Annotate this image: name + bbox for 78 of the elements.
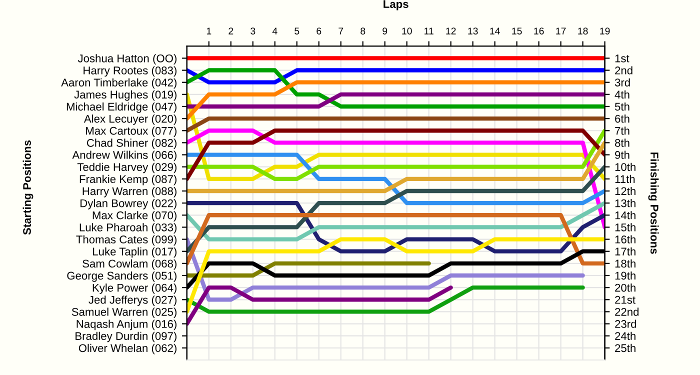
y2-tick-label: 24th — [615, 332, 636, 340]
category-label: James Hughes (019) — [74, 90, 176, 101]
y2-tick-label: 19th — [615, 271, 636, 280]
x-tick-label: 14 — [490, 28, 500, 34]
category-label: Luke Pharoah (033) — [80, 223, 176, 234]
category-label: Oliver Whelan (062) — [78, 344, 176, 354]
y2-tick-label: 11th — [615, 174, 635, 184]
x-tick-label: 10 — [402, 28, 412, 34]
line-series — [186, 68, 605, 109]
category-label: Chad Shiner (082) — [86, 138, 176, 150]
x-tick-label: 16 — [534, 28, 544, 34]
y2-tick-label: 1st — [615, 54, 630, 62]
category-label: Jed Jefferys (027) — [88, 296, 176, 306]
x-tick-label: 6 — [316, 28, 322, 34]
line-series — [186, 200, 605, 254]
line-series — [186, 164, 605, 254]
category-label: Thomas Cates (099) — [76, 235, 176, 246]
x-tick-label: 18 — [578, 28, 588, 34]
y2-tick-label: 3rd — [614, 78, 630, 86]
category-label: Frankie Kemp (087) — [80, 174, 176, 186]
y2-tick-label: 15th — [615, 223, 636, 232]
line-series — [186, 237, 585, 302]
x-tick-label: 4 — [272, 28, 278, 34]
y2-tick-label: 8th — [615, 138, 630, 147]
x-tick-label: 9 — [382, 28, 388, 34]
category-label: Bradley Durdin (097) — [76, 332, 176, 342]
category-label: Joshua Hatton (OO) — [78, 54, 176, 65]
x-tick-label: 19 — [600, 28, 610, 34]
category-label: Max Cartoux (077) — [86, 126, 176, 137]
y2-tick-label: 10th — [615, 162, 636, 171]
y2-tick-label: 5th — [614, 102, 630, 111]
y2-axis-title: Finishing Positions — [648, 152, 659, 254]
x-tick-label: 3 — [250, 28, 256, 34]
x-tick-label: 15 — [512, 28, 522, 34]
x-tick-label: 13 — [468, 28, 478, 34]
line-series — [186, 152, 605, 206]
category-label: Harry Rootes (083) — [84, 66, 176, 77]
line-series — [186, 200, 605, 242]
y2-tick-label: 22nd — [615, 308, 639, 316]
category-label: Max Clarke (070) — [92, 211, 176, 222]
x-tick-label: 17 — [556, 28, 566, 34]
category-label: Naqash Anjum (016) — [76, 320, 176, 330]
y2-tick-label: 18th — [615, 259, 636, 268]
category-label: Michael Eldridge (047) — [66, 102, 176, 113]
category-label: Kyle Power (064) — [92, 284, 176, 294]
category-label: Dylan Bowrey (022) — [80, 199, 176, 210]
category-label: George Sanders (051) — [67, 271, 176, 282]
y2-tick-label: 17th — [615, 247, 636, 256]
category-label: Harry Warren (088) — [82, 186, 176, 198]
y2-tick-label: 20th — [615, 284, 636, 292]
x-tick-label: 11 — [424, 28, 434, 34]
x-axis-title: Laps — [384, 0, 408, 10]
y2-tick-label: 23rd — [615, 320, 636, 328]
x-tick-label: 12 — [446, 28, 456, 34]
y2-tick-label: 9th — [615, 150, 630, 159]
category-label: Luke Taplin (017) — [93, 247, 176, 258]
x-tick-label: 2 — [228, 28, 234, 34]
category-label: Andrew Wilkins (066) — [72, 150, 176, 162]
x-tick-label: 8 — [360, 28, 366, 34]
y2-tick-label: 21st — [615, 296, 636, 304]
y2-tick-label: 25th — [615, 344, 636, 352]
category-label: Teddie Harvey (029) — [77, 162, 176, 174]
x-tick-label: 7 — [338, 28, 344, 34]
y2-tick-label: 7th — [615, 126, 630, 135]
y2-tick-label: 16th — [615, 235, 636, 244]
text: Starting Positions — [22, 140, 34, 235]
category-label: Sam Cowlam (068) — [82, 259, 176, 270]
x-tick-label: 5 — [294, 28, 300, 34]
y2-tick-label: 12th — [615, 186, 636, 196]
y2-tick-label: 4th — [614, 90, 630, 99]
category-label: Aaron Timberlake (042) — [61, 78, 176, 89]
y2-tick-label: 14th — [615, 211, 636, 220]
category-label: Alex Lecuyer (020) — [84, 114, 176, 125]
y2-tick-label: 13th — [615, 199, 636, 208]
x-tick-label: 1 — [206, 28, 212, 34]
y2-tick-label: 2nd — [615, 66, 632, 74]
category-label: Samuel Warren (025) — [72, 308, 176, 318]
y2-tick-label: 6th — [615, 114, 630, 123]
